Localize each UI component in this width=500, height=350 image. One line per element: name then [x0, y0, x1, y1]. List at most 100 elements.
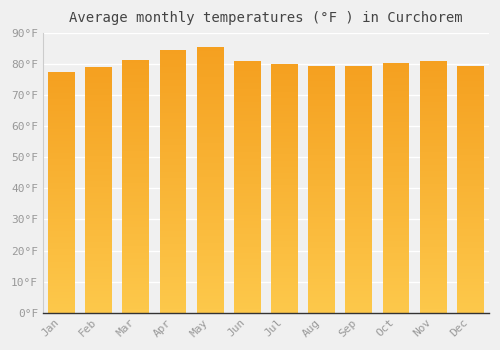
Bar	[48, 303, 75, 307]
Bar	[197, 246, 224, 250]
Bar	[457, 229, 483, 232]
Bar	[271, 235, 298, 238]
Bar	[234, 90, 260, 93]
Bar	[346, 226, 372, 229]
Bar	[271, 207, 298, 210]
Bar	[234, 244, 260, 247]
Bar	[160, 96, 186, 99]
Bar	[86, 307, 112, 309]
Bar	[346, 294, 372, 297]
Bar	[234, 165, 260, 168]
Bar	[86, 129, 112, 132]
Bar	[271, 158, 298, 161]
Bar	[86, 98, 112, 101]
Bar	[234, 218, 260, 222]
Bar	[457, 177, 483, 180]
Bar	[234, 190, 260, 193]
Bar	[271, 238, 298, 241]
Bar	[160, 145, 186, 149]
Bar	[346, 183, 372, 186]
Bar	[308, 152, 335, 155]
Bar	[160, 54, 186, 57]
Bar	[308, 125, 335, 127]
Bar	[308, 220, 335, 223]
Bar	[234, 247, 260, 250]
Bar	[122, 297, 149, 300]
Bar	[48, 93, 75, 96]
Bar	[271, 98, 298, 101]
Bar	[122, 113, 149, 117]
Bar	[308, 140, 335, 143]
Bar	[382, 116, 409, 119]
Bar	[308, 248, 335, 251]
Bar	[122, 158, 149, 161]
Bar	[86, 83, 112, 86]
Bar	[234, 309, 260, 313]
Bar	[457, 171, 483, 174]
Bar	[457, 88, 483, 91]
Bar	[86, 147, 112, 150]
Bar	[420, 105, 446, 108]
Bar	[308, 134, 335, 137]
Bar	[122, 253, 149, 256]
Bar	[48, 180, 75, 183]
Bar	[48, 177, 75, 180]
Bar	[48, 147, 75, 150]
Bar	[234, 303, 260, 306]
Bar	[234, 184, 260, 187]
Bar	[457, 180, 483, 183]
Bar	[271, 167, 298, 170]
Bar	[197, 276, 224, 279]
Bar	[382, 228, 409, 231]
Bar	[382, 85, 409, 88]
Bar	[308, 205, 335, 208]
Bar	[346, 75, 372, 78]
Bar	[197, 203, 224, 206]
Bar	[48, 216, 75, 219]
Bar	[382, 166, 409, 169]
Bar	[308, 161, 335, 164]
Bar	[160, 254, 186, 257]
Bar	[308, 229, 335, 232]
Bar	[271, 176, 298, 179]
Bar	[346, 217, 372, 220]
Bar	[122, 167, 149, 170]
Bar	[122, 139, 149, 142]
Bar	[308, 131, 335, 134]
Bar	[122, 88, 149, 91]
Bar	[308, 183, 335, 186]
Bar	[122, 233, 149, 237]
Bar	[382, 110, 409, 113]
Bar	[271, 254, 298, 257]
Bar	[420, 83, 446, 86]
Bar	[86, 80, 112, 83]
Bar	[420, 124, 446, 127]
Bar	[197, 110, 224, 113]
Bar	[346, 72, 372, 75]
Bar	[234, 68, 260, 71]
Bar	[48, 261, 75, 265]
Bar	[48, 198, 75, 201]
Bar	[271, 213, 298, 216]
Bar	[197, 87, 224, 90]
Bar	[48, 87, 75, 90]
Bar	[346, 97, 372, 100]
Bar	[197, 190, 224, 193]
Bar	[86, 159, 112, 162]
Bar	[160, 218, 186, 221]
Bar	[160, 122, 186, 126]
Bar	[420, 184, 446, 187]
Bar	[122, 262, 149, 265]
Bar	[346, 202, 372, 205]
Bar	[420, 234, 446, 237]
Bar	[308, 137, 335, 140]
Bar	[382, 269, 409, 272]
Bar	[122, 164, 149, 167]
Bar	[234, 306, 260, 309]
Bar	[457, 174, 483, 177]
Bar	[457, 214, 483, 217]
Bar	[457, 202, 483, 205]
Bar	[48, 286, 75, 289]
Bar	[234, 162, 260, 165]
Bar	[271, 291, 298, 294]
